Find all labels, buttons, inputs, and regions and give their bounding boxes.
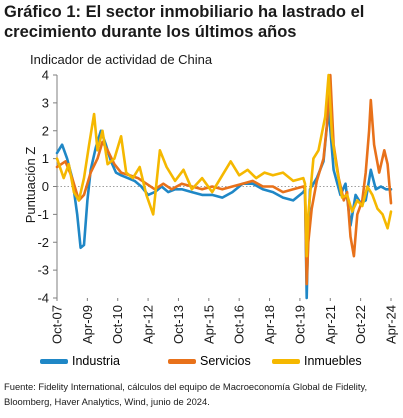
x-tick-label: Oct-19 (292, 305, 307, 344)
x-tick-label: Apr-12 (141, 305, 156, 344)
chart-series (55, 73, 393, 300)
series-line-industria (55, 107, 393, 300)
y-tick-label: 0 (42, 179, 49, 194)
legend-label: Industria (72, 354, 120, 368)
x-tick-label: Apr-09 (80, 305, 95, 344)
legend-item-industria: Industria (40, 354, 120, 368)
y-tick-label: -3 (37, 263, 49, 278)
legend-item-servicios: Servicios (168, 354, 251, 368)
chart-subtitle: Indicador de actividad de China (30, 52, 213, 67)
y-tick-label: 1 (42, 151, 49, 166)
series-line-inmuebles (55, 73, 393, 258)
y-tick-label: 2 (42, 123, 49, 138)
x-tick-label: Apr-15 (201, 305, 216, 344)
legend-swatch (272, 358, 300, 364)
legend-item-inmuebles: Inmuebles (272, 354, 362, 368)
x-tick-label: Apr-18 (262, 305, 277, 344)
x-tick-label: Oct-13 (171, 305, 186, 344)
legend-label: Inmuebles (304, 354, 362, 368)
chart-title: Gráfico 1: El sector inmobiliario ha las… (4, 3, 365, 41)
x-tick-label: Oct-10 (110, 305, 125, 344)
y-tick-label: -4 (37, 291, 49, 306)
x-tick-label: Apr-21 (323, 305, 338, 344)
legend-label: Servicios (200, 354, 251, 368)
legend: Industria Servicios Inmuebles (40, 354, 400, 370)
y-tick-label: -1 (37, 207, 49, 222)
y-axis-label: Puntuación Z (23, 147, 38, 224)
chart-axes: -4 -3 -2 -1 0 1 2 3 4 Oct-07 Apr-09 Oct-10 Apr-12 Oct… (37, 68, 398, 345)
x-tick-label: Oct-16 (232, 305, 247, 344)
x-tick-label: Oct-07 (50, 305, 65, 344)
y-tick-label: -2 (37, 235, 49, 250)
x-tick-label: Oct-22 (353, 305, 368, 344)
y-tick-label: 3 (42, 95, 49, 110)
x-tick-label: Apr-24 (384, 305, 399, 344)
legend-swatch (40, 358, 68, 364)
series-line-servicios (55, 73, 393, 286)
legend-swatch (168, 358, 196, 364)
source-note: Fuente: Fidelity International, cálculos… (4, 381, 368, 407)
y-tick-label: 4 (42, 68, 49, 83)
